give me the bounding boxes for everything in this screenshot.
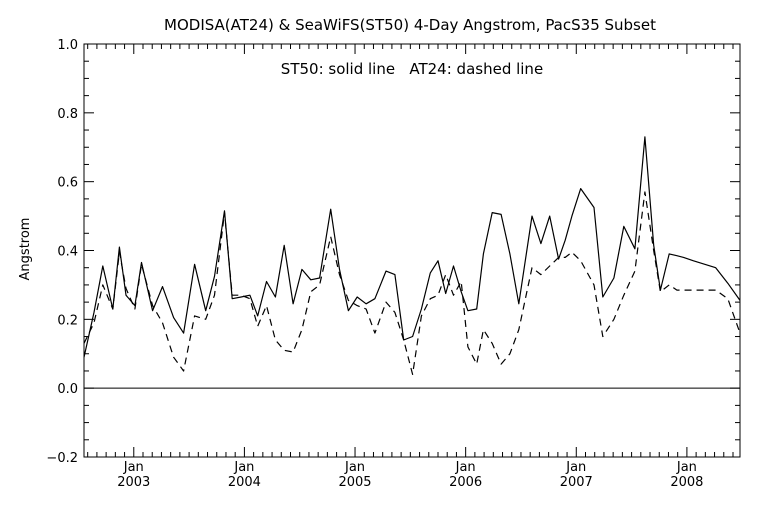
line-style-annotation: ST50: solid line AT24: dashed line <box>281 60 543 78</box>
series-at24-dashed-line <box>83 191 741 375</box>
plot-frame <box>83 43 741 458</box>
x-tick-month-label: Jan <box>344 460 365 475</box>
y-tick-label: 0.8 <box>57 107 78 122</box>
x-tick-year-label: 2008 <box>670 475 703 490</box>
x-tick-month-label: Jan <box>565 460 586 475</box>
y-tick-label: 0.0 <box>57 382 78 397</box>
x-tick-year-label: 2004 <box>228 475 261 490</box>
x-tick-year-label: 2006 <box>449 475 482 490</box>
chart-title: MODISA(AT24) & SeaWiFS(ST50) 4-Day Angst… <box>164 16 656 34</box>
x-tick-year-label: 2003 <box>117 475 150 490</box>
x-tick-year-label: 2007 <box>560 475 593 490</box>
y-tick-label: 0.4 <box>57 245 78 260</box>
y-tick-label: 1.0 <box>57 38 78 53</box>
y-axis-label: Angstrom <box>18 218 33 281</box>
axes: −0.20.00.20.40.60.81.0Jan2003Jan2004Jan2… <box>46 38 740 490</box>
x-tick-month-label: Jan <box>123 460 144 475</box>
series-layer <box>83 136 741 375</box>
series-st50-solid-line <box>83 136 741 358</box>
x-tick-year-label: 2005 <box>338 475 371 490</box>
y-tick-label: 0.6 <box>57 176 78 191</box>
x-tick-month-label: Jan <box>455 460 476 475</box>
x-tick-month-label: Jan <box>233 460 254 475</box>
y-tick-label: −0.2 <box>46 451 78 466</box>
y-tick-label: 0.2 <box>57 313 78 328</box>
x-tick-month-label: Jan <box>676 460 697 475</box>
